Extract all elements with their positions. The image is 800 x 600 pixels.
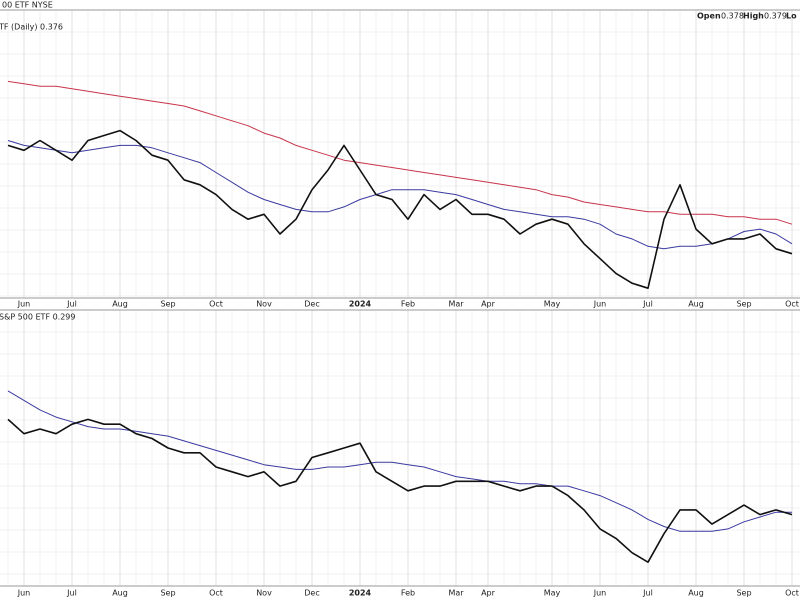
series-line (7, 418, 793, 563)
open-value: 0.378 (721, 12, 744, 21)
x-tick-label: Jun (17, 300, 31, 309)
x-tick-label: Nov (256, 300, 272, 309)
series-line (7, 140, 793, 250)
x-tick-label: Aug (112, 589, 128, 598)
x-tick-label: May (544, 589, 561, 598)
series-line (7, 390, 792, 532)
x-tick-label: 2024 (349, 589, 372, 598)
x-tick-label: Feb (401, 589, 415, 598)
x-tick-label: Apr (481, 589, 496, 598)
x-tick-label: Jul (66, 589, 77, 598)
series-line (7, 80, 793, 225)
x-tick-label: Aug (688, 589, 704, 598)
x-tick-label: Jun (593, 300, 607, 309)
x-tick-label: Jun (17, 589, 31, 598)
x-tick-label: Oct (785, 589, 799, 598)
x-tick-label: Jul (642, 589, 653, 598)
x-tick-label: Dec (304, 589, 319, 598)
x-tick-label: Jul (66, 300, 77, 309)
x-tick-label: Mar (448, 589, 464, 598)
x-tick-label: Sep (160, 300, 175, 309)
x-tick-label: Oct (209, 589, 223, 598)
x-tick-label: Dec (304, 300, 319, 309)
x-tick-label: 2024 (349, 300, 372, 309)
x-tick-label: Oct (209, 300, 223, 309)
high-label: High (743, 12, 764, 21)
symbol: 00 ETF NYSE (2, 1, 53, 10)
x-tick-label: May (544, 300, 561, 309)
x-tick-label: Jul (642, 300, 653, 309)
open-label: Open (697, 12, 721, 21)
panel-legend: S&P 500 ETF 0.299 (0, 313, 75, 322)
x-tick-label: Sep (736, 300, 751, 309)
x-tick-label: Nov (256, 589, 272, 598)
x-tick-label: Jun (593, 589, 607, 598)
x-tick-label: Feb (401, 300, 415, 309)
x-tick-label: Aug (112, 300, 128, 309)
high-value: 0.379 (764, 12, 787, 21)
x-tick-label: Sep (160, 589, 175, 598)
panel-legend: TF (Daily) 0.376 (0, 23, 63, 32)
x-tick-label: Aug (688, 300, 704, 309)
x-tick-label: Apr (481, 300, 496, 309)
x-tick-label: Mar (448, 300, 464, 309)
x-tick-label: Sep (736, 589, 751, 598)
low-label: Lo (786, 12, 797, 21)
marks: Jun Jul Aug Sep Oct Nov Dec 2024 Feb Mar Apr May Jun… (7, 80, 799, 598)
series-line (7, 129, 793, 289)
x-tick-label: Oct (785, 300, 799, 309)
